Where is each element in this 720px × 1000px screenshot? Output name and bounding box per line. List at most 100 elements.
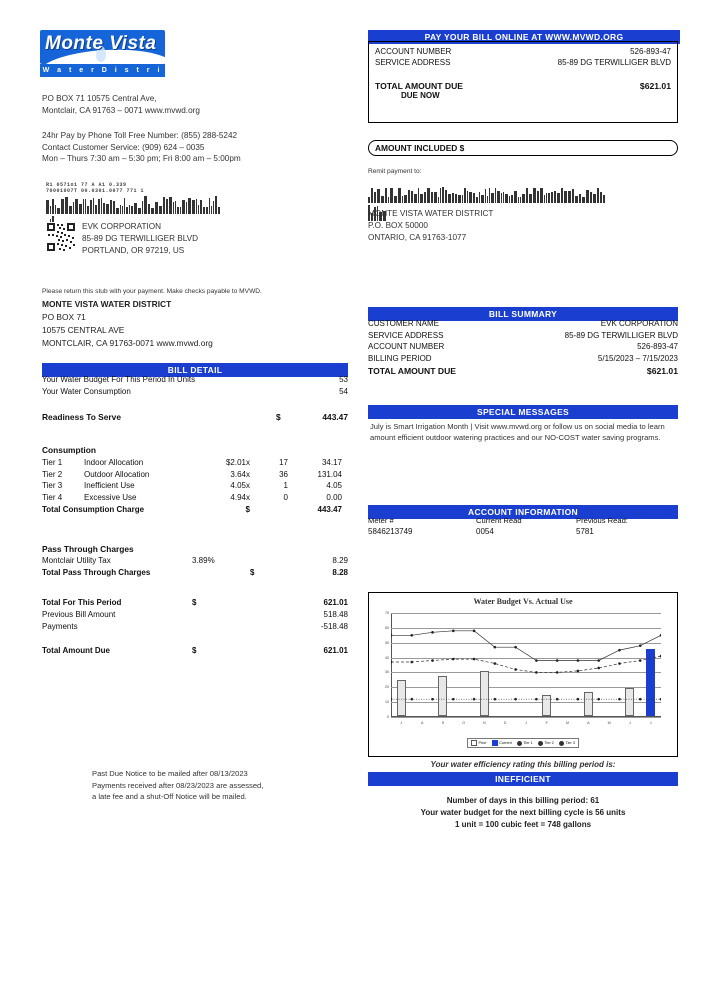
chart-bar-current xyxy=(646,649,656,716)
payment-summary-box: ACCOUNT NUMBER 526-893-47 SERVICE ADDRES… xyxy=(368,41,678,123)
tier-amount: 34.17 xyxy=(321,458,342,467)
logo-banner: Monte Vista xyxy=(40,30,165,64)
readiness-amount: 443.47 xyxy=(322,412,348,422)
tier-name: Indoor Allocation xyxy=(84,458,144,467)
chart-x-tick-label: J xyxy=(400,721,403,725)
tier-label: Tier 2 xyxy=(42,469,63,479)
tier-label: Tier 1 xyxy=(42,458,63,467)
tier-rate: 3.64x xyxy=(230,469,250,479)
chart-y-tick-label: 20 xyxy=(385,685,389,690)
bill-detail-header: BILL DETAIL xyxy=(42,363,348,377)
next-cycle-budget: Your water budget for the next billing c… xyxy=(420,808,626,817)
payments-row: Payments -518.48 xyxy=(42,621,348,633)
chart-bar-prior xyxy=(479,671,489,716)
account-information-header: ACCOUNT INFORMATION xyxy=(368,505,678,519)
summary-label: CUSTOMER NAME xyxy=(368,319,439,328)
legend-label: Current xyxy=(499,741,512,745)
past-due-line1: Past Due Notice to be mailed after 08/13… xyxy=(92,769,248,778)
tier-rate: 4.94x xyxy=(230,492,250,502)
account-info-column-headers: Meter # Current Read Previous Read: xyxy=(368,516,678,525)
current-read-value: 0054 xyxy=(476,527,494,536)
summary-value: 5/15/2023 – 7/15/2023 xyxy=(597,353,678,363)
summary-value: 526-893-47 xyxy=(637,342,678,352)
consumption-section-title: Consumption xyxy=(42,445,96,455)
total-pass-amount: 8.28 xyxy=(332,567,348,577)
account-info-values: 5846213749 0054 5781 xyxy=(368,527,678,536)
special-messages-header: SPECIAL MESSAGES xyxy=(368,405,678,419)
chart-x-tick-label: S xyxy=(441,721,445,725)
mail-meta-line1: R1 0571o1 77 A A1 0.339 xyxy=(46,182,127,188)
chart-x-tick-label: N xyxy=(483,721,486,725)
chart-tier-lines xyxy=(391,629,661,701)
previous-read-value: 5781 xyxy=(576,527,594,536)
total-due-currency: $ xyxy=(192,646,197,655)
legend-item: Prior xyxy=(471,740,487,746)
total-consumption-currency: $ xyxy=(245,505,250,515)
total-pass-label: Total Pass Through Charges xyxy=(42,567,151,577)
mail-routing-meta: R1 0571o1 77 A A1 0.339 70001007T 00.030… xyxy=(46,182,144,194)
tier-units: 36 xyxy=(279,469,288,479)
meter-number-label: Meter # xyxy=(368,516,394,525)
logo-subtitle: W a t e r D i s t r i c t xyxy=(42,67,163,87)
legend-label: Tier 2 xyxy=(544,741,554,745)
pay-by-phone-line: 24hr Pay by Phone Toll Free Number: (855… xyxy=(42,131,238,140)
legend-swatch xyxy=(537,740,543,746)
water-budget-label: Your Water Budget For This Period In Uni… xyxy=(42,375,196,384)
stub-line3: MONTCLAIR, CA 91763-0071 www.mvwd.org xyxy=(42,338,213,348)
amount-included-field[interactable]: AMOUNT INCLUDED $ xyxy=(368,140,678,156)
chart-x-axis xyxy=(391,716,661,717)
legend-swatch xyxy=(491,740,498,746)
water-consumption-row: Your Water Consumption 54 xyxy=(42,386,348,398)
customer-mailing-address: EVK CORPORATION 85-89 DG TERWILLIGER BLV… xyxy=(82,221,198,257)
bill-totals: Total For This Period $ 621.01 Previous … xyxy=(42,597,348,657)
chart-y-tick-label: 40 xyxy=(385,655,389,660)
billing-footnote: Number of days in this billing period: 6… xyxy=(368,795,678,831)
water-drop-icon xyxy=(96,46,106,62)
tier-label: Tier 4 xyxy=(42,492,63,502)
legend-label: Tier 1 xyxy=(523,741,533,745)
chart-y-tick-label: 30 xyxy=(385,670,389,675)
chart-x-tick-label: M xyxy=(607,721,611,725)
postal-barcode xyxy=(46,196,221,232)
chart-x-tick-label: A xyxy=(587,721,590,725)
chart-bar-prior xyxy=(438,675,448,716)
table-row: BILLING PERIOD 5/15/2023 – 7/15/2023 xyxy=(368,353,678,365)
table-row: Tier 3 Inefficient Use 4.05x 1 4.05 xyxy=(42,480,348,492)
mail-meta-line2: 70001007T 00.0301.0077 771 1 xyxy=(46,188,145,194)
total-consumption-label: Total Consumption Charge xyxy=(42,505,145,515)
account-number-row: ACCOUNT NUMBER 526-893-47 xyxy=(375,46,671,57)
legend-label: Prior xyxy=(478,741,487,745)
payments-amount: -518.48 xyxy=(320,622,348,631)
efficiency-rating-note: Your water efficiency rating this billin… xyxy=(430,760,616,769)
service-address-row: SERVICE ADDRESS 85-89 DG TERWILLIGER BLV… xyxy=(375,57,671,68)
stub-instruction: Please return this stub with your paymen… xyxy=(42,288,262,295)
service-address-value: 85-89 DG TERWILLIGER BLVD xyxy=(557,58,671,67)
payments-label: Payments xyxy=(42,622,78,631)
chart-y-tick-label: 60 xyxy=(385,625,389,630)
account-number-value: 526-893-47 xyxy=(630,47,671,56)
tier-units: 17 xyxy=(279,458,288,467)
total-due-banner-value: $621.01 xyxy=(639,81,671,91)
chart-y-tick-label: 70 xyxy=(385,611,389,615)
water-usage-chart: Water Budget Vs. Actual Use 0 10 20 30 40 50 6… xyxy=(368,592,678,757)
meter-number-value: 5846213749 xyxy=(368,527,413,536)
total-pass-through-row: Total Pass Through Charges $ 8.28 xyxy=(42,567,348,579)
chart-plot-area: 0 10 20 30 40 50 60 70 J A S O N D J F M A M J J xyxy=(385,611,661,725)
summary-label: BILLING PERIOD xyxy=(368,353,432,363)
remit-label: Remit payment to: xyxy=(368,168,422,175)
summary-total-value: $621.01 xyxy=(646,366,678,377)
company-address: PO BOX 71 10575 Central Ave, Montclair, … xyxy=(42,93,200,116)
company-logo: Monte Vista W a t e r D i s t r i c t xyxy=(40,30,165,87)
total-amount-due-row: Total Amount Due $ 621.01 xyxy=(42,645,348,657)
company-address-line2: Montclair, CA 91763 – 0071 www.mvwd.org xyxy=(42,105,200,115)
tier-name: Excessive Use xyxy=(84,492,137,502)
efficiency-rating-badge: INEFFICIENT xyxy=(368,772,678,786)
chart-bar-prior xyxy=(625,687,635,716)
utility-tax-label: Montclair Utility Tax xyxy=(42,556,111,565)
tier-amount: 0.00 xyxy=(326,492,342,502)
total-due-banner-label: TOTAL AMOUNT DUE xyxy=(375,81,464,91)
chart-y-tick-label: 0 xyxy=(387,715,389,719)
legend-item: Current xyxy=(491,740,512,746)
company-address-line1: PO BOX 71 10575 Central Ave, xyxy=(42,94,157,103)
stub-remit-address: MONTE VISTA WATER DISTRICT PO BOX 71 105… xyxy=(42,298,213,350)
